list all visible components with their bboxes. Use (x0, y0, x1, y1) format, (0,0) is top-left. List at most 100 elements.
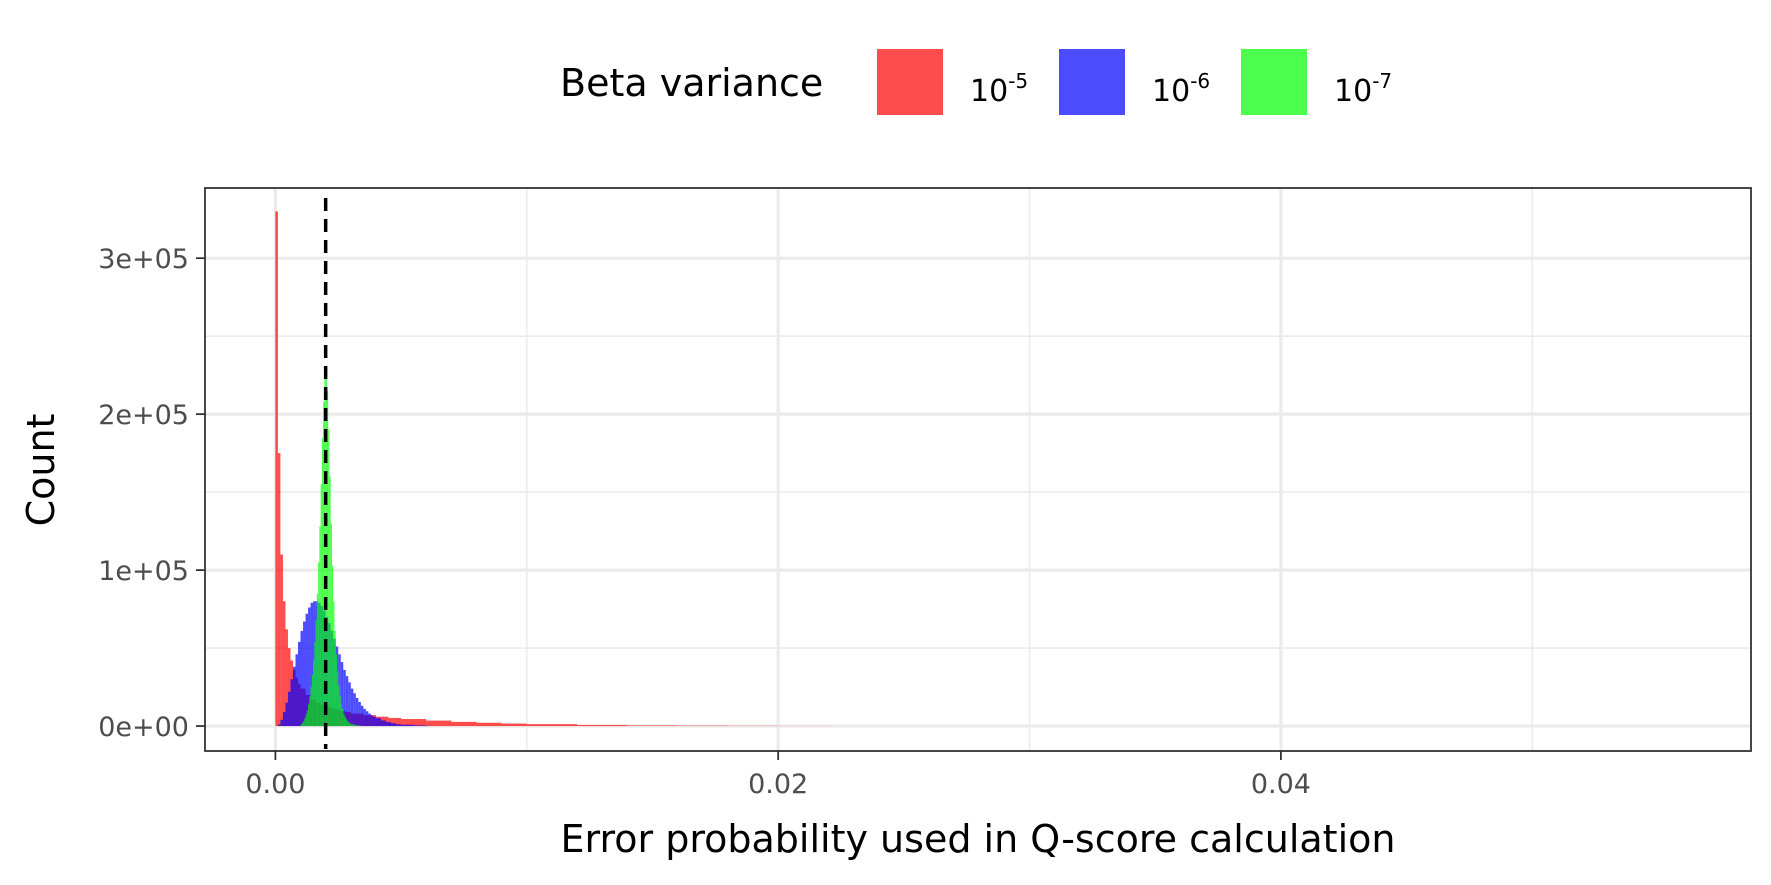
histogram-bar (501, 723, 527, 727)
y-tick-label: 0e+00 (98, 712, 189, 743)
histogram-bar (315, 619, 317, 727)
plot-area (204, 187, 1752, 752)
histogram-bar (413, 725, 427, 727)
histogram-bar (277, 453, 281, 727)
histogram-bar (303, 721, 305, 727)
histogram-bar (401, 724, 414, 727)
histogram-bar (370, 715, 374, 727)
histogram-bar (577, 724, 628, 727)
histogram-bar (360, 705, 364, 727)
histogram-bar (285, 629, 288, 727)
histogram-bar (350, 724, 354, 727)
histogram-bar (319, 526, 321, 727)
histogram-bar (325, 370, 327, 727)
histogram-bar (342, 708, 344, 727)
histogram-bar (277, 724, 281, 727)
histogram-bar (328, 429, 330, 727)
histogram-bar (385, 721, 392, 727)
histogram-bar (396, 724, 402, 727)
histogram-bar (329, 476, 331, 727)
histogram-bar (333, 601, 335, 727)
histogram-bar (339, 695, 341, 727)
panel-border (204, 187, 1752, 752)
histogram-bar (334, 630, 336, 727)
histogram-bar (280, 554, 283, 727)
histogram-bar (330, 523, 332, 727)
histogram-bar (353, 693, 356, 727)
histogram-bar (295, 654, 299, 727)
histogram-bar (380, 720, 386, 727)
histogram-bar (287, 648, 291, 727)
histogram-bar (314, 641, 316, 727)
x-tick-label: 0.00 (245, 769, 305, 800)
histogram-bar (340, 703, 343, 727)
legend-title: Beta variance (560, 61, 823, 105)
histogram-bar (340, 662, 344, 727)
histogram-bar (306, 710, 309, 727)
histogram-bar (338, 685, 340, 727)
histogram-bar (292, 666, 296, 727)
y-axis: 0e+00 1e+05 2e+05 3e+05 (98, 244, 205, 743)
histogram-bar (323, 401, 325, 727)
histogram-bar (301, 722, 304, 727)
y-axis-title: Count (19, 414, 63, 527)
histogram-bar (311, 674, 314, 727)
y-tick-label: 1e+05 (98, 556, 189, 587)
histogram-bar (353, 724, 356, 727)
legend-key-swatch (1059, 49, 1125, 115)
legend-key-swatch (1241, 49, 1307, 115)
histogram-bar (368, 713, 371, 727)
histogram-bar (282, 601, 286, 727)
histogram-bar (309, 696, 311, 727)
histogram-bar (280, 719, 283, 727)
histogram-bar (303, 621, 306, 727)
histogram-bar (300, 630, 304, 727)
legend-items: 10-5 10-6 10-7 (877, 49, 1392, 115)
histogram-bars (275, 211, 831, 727)
histogram-bar (363, 708, 366, 727)
histogram-bar (308, 607, 311, 727)
histogram-bar (343, 713, 345, 727)
y-tick-label: 2e+05 (98, 400, 189, 431)
histogram-bar (316, 593, 319, 727)
histogram-bar (331, 565, 334, 727)
histogram-bar (476, 722, 502, 727)
histogram-bar (627, 725, 678, 727)
histogram-bar (401, 719, 427, 727)
histogram-bar (388, 717, 402, 727)
x-tick-label: 0.04 (1251, 769, 1311, 800)
histogram-bar (304, 718, 306, 727)
histogram-bar (300, 724, 302, 727)
x-axis: 0.00 0.02 0.04 (245, 751, 1311, 800)
histogram-bar (310, 602, 314, 727)
histogram-bar (313, 660, 315, 727)
histogram-bar (324, 375, 326, 727)
legend-label: 10-5 (970, 69, 1028, 109)
histogram-bar (348, 682, 351, 727)
minor-gridlines (205, 188, 1751, 751)
histogram-bar (345, 676, 349, 727)
histogram-bar (345, 719, 348, 727)
legend-item: 10-7 (1241, 49, 1392, 115)
legend-label: 10-7 (1334, 69, 1392, 109)
histogram-bar (343, 669, 346, 727)
histogram-bar (305, 714, 307, 727)
legend-key-swatch (877, 49, 943, 115)
histogram-bar (347, 720, 349, 727)
histogram-bar (290, 679, 293, 727)
histogram-bar (335, 654, 337, 727)
histogram-bar (526, 724, 578, 727)
x-tick-label: 0.02 (748, 769, 808, 800)
histogram-bar (365, 711, 369, 727)
x-axis-title: Error probability used in Q-score calcul… (561, 817, 1396, 861)
histogram-bar (451, 721, 477, 727)
histogram-bar (338, 654, 341, 727)
histogram-bar (358, 701, 361, 727)
histogram-bar (426, 720, 452, 727)
legend-item: 10-5 (877, 49, 1028, 115)
histogram-bar (375, 718, 381, 727)
histogram-bar (321, 437, 324, 727)
histogram-bar (349, 723, 351, 727)
histogram-bar (310, 687, 312, 727)
